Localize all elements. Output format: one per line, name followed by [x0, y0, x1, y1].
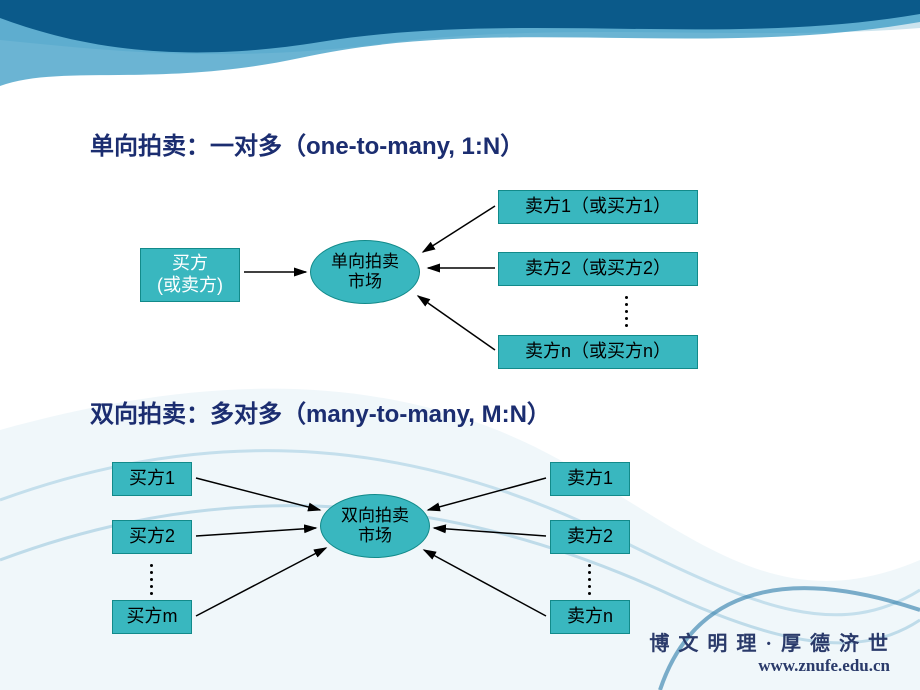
slide: 单向拍卖：一对多（one-to-many, 1:N） 双向拍卖：多对多（many… — [0, 0, 920, 690]
header-wave — [0, 0, 920, 110]
footer: 博 文 明 理 · 厚 德 济 世 www.znufe.edu.cn — [649, 627, 890, 676]
d1-buyer-label: 买方 (或卖方) — [157, 253, 223, 296]
d2-sellern-label: 卖方n — [567, 606, 613, 628]
footer-motto: 博 文 明 理 · 厚 德 济 世 — [649, 627, 890, 656]
d1-buyer: 买方 (或卖方) — [140, 248, 240, 302]
d2-buyer2-label: 买方2 — [129, 526, 175, 548]
d2-buyerm: 买方m — [112, 600, 192, 634]
d1-market-label: 单向拍卖 市场 — [331, 252, 399, 293]
d1-market: 单向拍卖 市场 — [310, 240, 420, 304]
d2-buyer1: 买方1 — [112, 462, 192, 496]
d2-vdots-left — [150, 564, 153, 595]
d1-vdots — [625, 296, 628, 327]
d1-sellern: 卖方n（或买方n） — [498, 335, 698, 369]
heading-many-to-many: 双向拍卖：多对多（many-to-many, M:N） — [90, 394, 551, 429]
d2-sellern: 卖方n — [550, 600, 630, 634]
d1-seller2-label: 卖方2（或买方2） — [525, 258, 671, 280]
d2-market: 双向拍卖 市场 — [320, 494, 430, 558]
d1-seller1-label: 卖方1（或买方1） — [525, 196, 671, 218]
d2-seller2-label: 卖方2 — [567, 526, 613, 548]
d2-buyerm-label: 买方m — [127, 606, 178, 628]
d2-buyer2: 买方2 — [112, 520, 192, 554]
d1-seller1: 卖方1（或买方1） — [498, 190, 698, 224]
d2-seller1-label: 卖方1 — [567, 468, 613, 490]
d2-vdots-right — [588, 564, 591, 595]
d2-seller2: 卖方2 — [550, 520, 630, 554]
d2-seller1: 卖方1 — [550, 462, 630, 496]
heading-one-to-many: 单向拍卖：一对多（one-to-many, 1:N） — [90, 126, 524, 161]
d2-market-label: 双向拍卖 市场 — [341, 506, 409, 547]
d1-sellern-label: 卖方n（或买方n） — [525, 341, 671, 363]
d2-buyer1-label: 买方1 — [129, 468, 175, 490]
footer-url: www.znufe.edu.cn — [649, 656, 890, 676]
d1-seller2: 卖方2（或买方2） — [498, 252, 698, 286]
